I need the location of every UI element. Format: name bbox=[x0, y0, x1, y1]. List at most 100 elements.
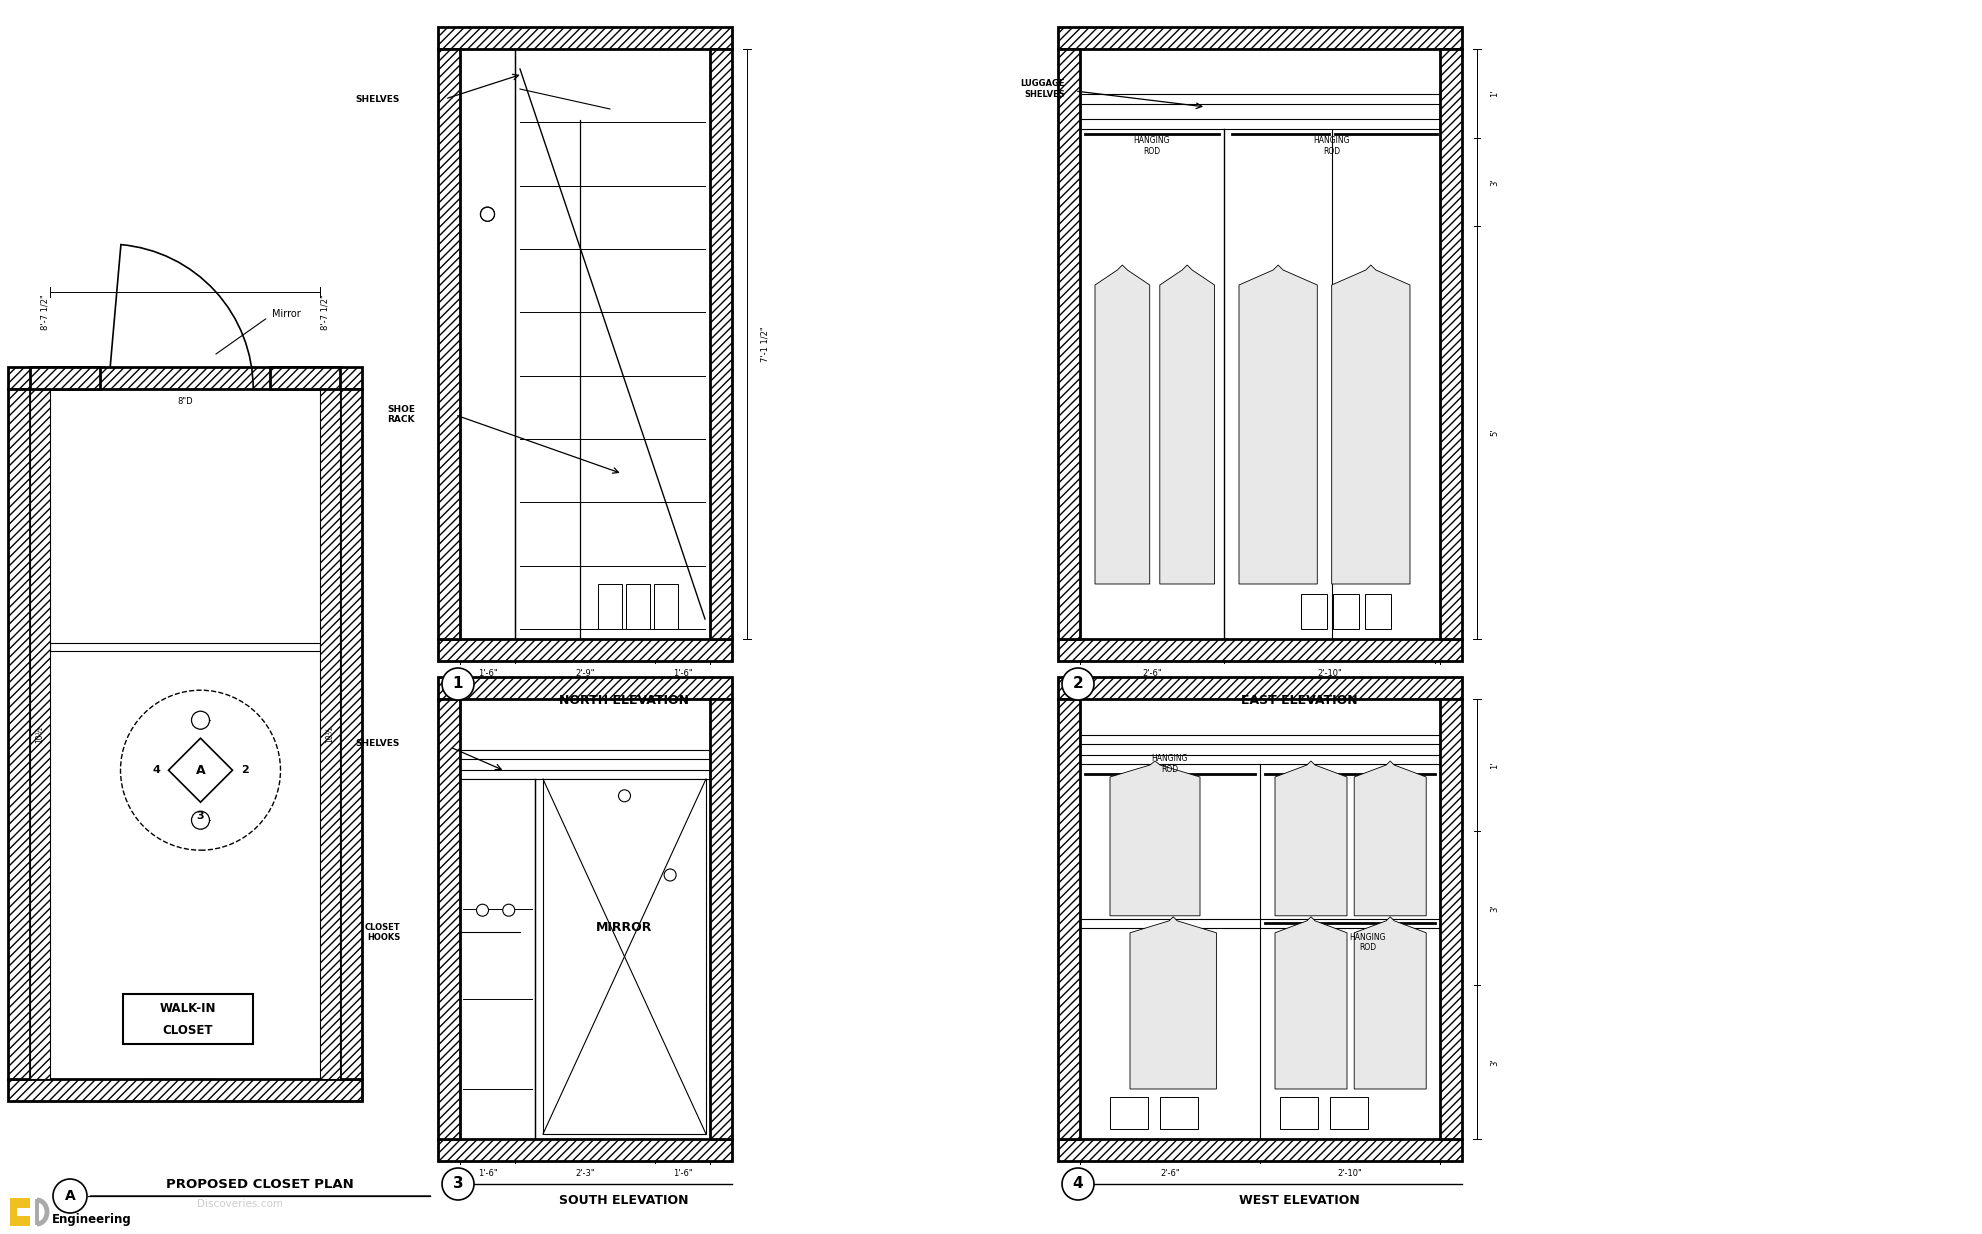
Polygon shape bbox=[460, 49, 710, 639]
Polygon shape bbox=[1080, 919, 1441, 928]
Polygon shape bbox=[30, 389, 50, 1079]
Polygon shape bbox=[1080, 698, 1441, 1139]
Text: 5': 5' bbox=[1490, 428, 1500, 437]
Polygon shape bbox=[1058, 49, 1080, 639]
Text: HANGING
ROD: HANGING ROD bbox=[1152, 754, 1189, 774]
Polygon shape bbox=[8, 1079, 363, 1101]
Text: 8"D: 8"D bbox=[176, 396, 192, 406]
Text: 2'-3": 2'-3" bbox=[575, 1169, 595, 1177]
Text: 8'-7 1/2": 8'-7 1/2" bbox=[40, 294, 50, 329]
Polygon shape bbox=[438, 49, 460, 639]
Text: Mirror: Mirror bbox=[272, 308, 301, 320]
Text: 1'-6": 1'-6" bbox=[478, 669, 497, 677]
Text: 1': 1' bbox=[1490, 90, 1500, 97]
Polygon shape bbox=[8, 366, 363, 389]
Text: 1': 1' bbox=[1490, 761, 1500, 769]
Text: 3': 3' bbox=[1490, 1059, 1500, 1066]
Text: HANGING
ROD: HANGING ROD bbox=[1350, 933, 1385, 953]
Text: 2'-10": 2'-10" bbox=[1338, 1169, 1362, 1177]
Text: CLOSET
HOOKS: CLOSET HOOKS bbox=[365, 923, 400, 942]
Text: SHELVES: SHELVES bbox=[355, 95, 400, 104]
Polygon shape bbox=[438, 677, 731, 698]
Circle shape bbox=[192, 711, 210, 729]
Polygon shape bbox=[460, 698, 710, 1139]
Text: 2: 2 bbox=[1072, 676, 1084, 691]
Text: SHOE
RACK: SHOE RACK bbox=[386, 405, 414, 424]
Text: 1: 1 bbox=[452, 676, 464, 691]
Text: Engineering: Engineering bbox=[52, 1213, 131, 1225]
Circle shape bbox=[476, 905, 488, 916]
Text: 7'-1 1/2": 7'-1 1/2" bbox=[761, 326, 769, 362]
Polygon shape bbox=[1159, 265, 1215, 584]
Polygon shape bbox=[460, 750, 710, 759]
Polygon shape bbox=[168, 738, 232, 802]
Text: 3: 3 bbox=[452, 1176, 464, 1192]
Polygon shape bbox=[1058, 639, 1463, 661]
Text: WALK-IN: WALK-IN bbox=[161, 1002, 216, 1014]
Circle shape bbox=[1062, 668, 1094, 700]
Polygon shape bbox=[50, 643, 319, 652]
Polygon shape bbox=[1354, 917, 1427, 1088]
Circle shape bbox=[442, 668, 474, 700]
Polygon shape bbox=[8, 389, 30, 1079]
Text: SHELVES: SHELVES bbox=[355, 739, 400, 749]
Polygon shape bbox=[270, 366, 341, 389]
Polygon shape bbox=[1080, 118, 1441, 130]
Polygon shape bbox=[1441, 49, 1463, 639]
Circle shape bbox=[54, 1178, 87, 1213]
Polygon shape bbox=[1080, 94, 1441, 104]
Text: LUGGAGE
SHELVES: LUGGAGE SHELVES bbox=[1021, 79, 1064, 99]
Polygon shape bbox=[1058, 677, 1463, 698]
Polygon shape bbox=[710, 698, 731, 1139]
Text: CLOSET: CLOSET bbox=[163, 1023, 214, 1037]
Polygon shape bbox=[460, 49, 515, 639]
Text: 2'-10": 2'-10" bbox=[1318, 669, 1342, 677]
Text: EAST ELEVATION: EAST ELEVATION bbox=[1241, 694, 1358, 707]
Polygon shape bbox=[1058, 27, 1463, 49]
Polygon shape bbox=[10, 1198, 30, 1227]
Text: 3': 3' bbox=[1490, 178, 1500, 185]
Circle shape bbox=[480, 207, 494, 221]
Circle shape bbox=[442, 1169, 474, 1199]
Text: 4: 4 bbox=[153, 765, 161, 775]
Polygon shape bbox=[1334, 594, 1360, 629]
Polygon shape bbox=[1274, 917, 1348, 1088]
Circle shape bbox=[192, 811, 210, 829]
Polygon shape bbox=[654, 584, 678, 629]
Text: 1'-6": 1'-6" bbox=[672, 669, 692, 677]
Polygon shape bbox=[1366, 594, 1391, 629]
Polygon shape bbox=[626, 584, 650, 629]
Polygon shape bbox=[710, 49, 731, 639]
Circle shape bbox=[480, 207, 494, 221]
Text: 4: 4 bbox=[1072, 1176, 1084, 1192]
Polygon shape bbox=[438, 27, 731, 49]
Text: NORTH ELEVATION: NORTH ELEVATION bbox=[559, 694, 690, 707]
Text: 2: 2 bbox=[240, 765, 248, 775]
Text: 2'-6": 2'-6" bbox=[1159, 1169, 1179, 1177]
Polygon shape bbox=[1094, 265, 1150, 584]
Text: 8'-7 1/2": 8'-7 1/2" bbox=[321, 294, 329, 329]
Polygon shape bbox=[341, 389, 363, 1079]
Polygon shape bbox=[1354, 761, 1427, 916]
Circle shape bbox=[664, 869, 676, 881]
Polygon shape bbox=[149, 1079, 216, 1101]
Text: HANGING
ROD: HANGING ROD bbox=[1314, 136, 1350, 155]
Text: 1'-6": 1'-6" bbox=[478, 1169, 497, 1177]
Polygon shape bbox=[1130, 917, 1217, 1088]
Text: 1'-6": 1'-6" bbox=[672, 1169, 692, 1177]
Text: 3': 3' bbox=[1490, 905, 1500, 912]
Text: SOUTH ELEVATION: SOUTH ELEVATION bbox=[559, 1193, 690, 1207]
Text: A: A bbox=[65, 1190, 75, 1203]
Polygon shape bbox=[1080, 49, 1441, 639]
Polygon shape bbox=[543, 779, 706, 1134]
Polygon shape bbox=[1110, 1097, 1148, 1129]
Text: MIRROR: MIRROR bbox=[597, 922, 652, 934]
Polygon shape bbox=[460, 770, 710, 779]
Polygon shape bbox=[30, 366, 99, 389]
Polygon shape bbox=[438, 639, 731, 661]
Text: 10½: 10½ bbox=[325, 726, 335, 743]
Polygon shape bbox=[1441, 698, 1463, 1139]
Text: 2'-9": 2'-9" bbox=[575, 669, 595, 677]
Polygon shape bbox=[1080, 735, 1441, 744]
Text: 10½: 10½ bbox=[36, 726, 44, 743]
